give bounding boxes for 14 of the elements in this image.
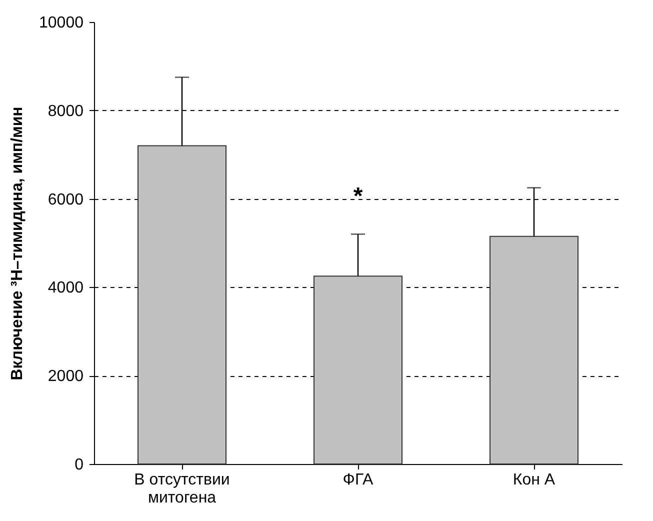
- bar: [490, 236, 578, 464]
- y-tick-label: 0: [74, 456, 84, 474]
- y-axis-title: Включение ³H–тимидина, имп/мин: [9, 106, 26, 380]
- y-tick-label: 4000: [48, 280, 84, 297]
- y-tick-label: 6000: [48, 191, 84, 208]
- y-tick-label: 2000: [48, 368, 84, 386]
- y-tick-label: 10000: [39, 14, 84, 32]
- x-tick-label: Кон А: [512, 472, 556, 488]
- annotation: *: [353, 183, 364, 210]
- bar: [138, 145, 226, 464]
- x-tick-label: В отсутствии митогена: [134, 472, 230, 506]
- x-tick-label: ФГА: [342, 472, 374, 488]
- bar: [314, 276, 402, 464]
- y-tick-label: 8000: [48, 102, 84, 120]
